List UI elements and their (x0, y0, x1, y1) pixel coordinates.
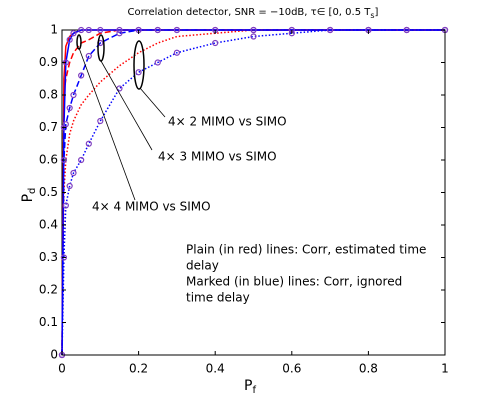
marker (403, 26, 410, 34)
series-line (61, 29, 445, 356)
annotation: 4× 3 MIMO vs SIMO (158, 150, 277, 164)
x-tick-label: 0 (58, 362, 66, 376)
marker (60, 156, 68, 164)
x-label-main: P (244, 378, 252, 394)
marker (78, 156, 85, 164)
y-label-main: P (20, 194, 36, 202)
x-axis-label: Pf (244, 378, 256, 396)
x-label-sub: f (252, 385, 256, 396)
marker (78, 26, 85, 34)
note: time delay (186, 291, 250, 305)
y-tick-label: 0.2 (39, 283, 58, 297)
marker (154, 26, 161, 34)
marker (62, 202, 69, 209)
y-tick-label: 0.1 (39, 315, 58, 329)
annotation-shapes (76, 34, 166, 201)
marker (250, 26, 257, 34)
series-line (61, 29, 445, 356)
title-sub: s (370, 11, 374, 20)
marker (70, 169, 77, 177)
marker (78, 72, 85, 79)
marker (97, 117, 104, 125)
marker (327, 26, 334, 34)
y-tick-label: 0.8 (39, 88, 58, 102)
title-main: Correlation detector, SNR = −10dB, τ∈ [0… (128, 7, 372, 18)
marker (66, 104, 73, 112)
plot-marks (58, 26, 449, 359)
plot-frame (61, 29, 446, 356)
marker (70, 91, 77, 99)
marker (85, 52, 92, 60)
marker (116, 30, 123, 37)
x-tick-label: 0.6 (282, 362, 301, 376)
series-line (61, 29, 445, 356)
y-tick-label: 0 (50, 348, 58, 362)
note: delay (186, 259, 219, 273)
annotation: 4× 2 MIMO vs SIMO (168, 115, 287, 129)
y-tick-label: 1 (50, 23, 58, 37)
series-line (61, 29, 445, 356)
y-tick-label: 0.3 (39, 250, 58, 264)
note: Plain (in red) lines: Corr, estimated ti… (186, 243, 426, 257)
annotation: 4× 4 MIMO vs SIMO (92, 200, 211, 214)
marker (66, 182, 73, 190)
marker (154, 59, 161, 66)
y-tick-label: 0.9 (39, 55, 58, 69)
y-tick-label: 0.5 (39, 185, 58, 199)
pointer-line (100, 60, 153, 151)
marker (97, 26, 104, 34)
marker (212, 39, 219, 47)
ellipse (133, 40, 145, 90)
x-tick-label: 0.2 (129, 362, 148, 376)
pointer-line (78, 47, 136, 201)
chart-title: Correlation detector, SNR = −10dB, τ∈ [0… (128, 7, 379, 20)
y-axis-label: Pd (20, 188, 38, 203)
x-tick-label: 1 (441, 362, 449, 376)
marker (135, 69, 142, 76)
marker (173, 49, 180, 56)
y-tick-label: 0.7 (39, 120, 58, 134)
marker (62, 121, 69, 128)
x-tick-label: 0.4 (206, 362, 225, 376)
marker (116, 26, 123, 34)
ellipse (97, 34, 105, 62)
marker (85, 26, 92, 34)
marker (250, 33, 257, 40)
title-end: ] (375, 7, 379, 18)
series-line (61, 29, 445, 356)
y-tick-label: 0.6 (39, 153, 58, 167)
marker (85, 140, 92, 147)
marker (173, 26, 180, 34)
y-tick-label: 0.4 (39, 218, 58, 232)
marker (60, 254, 68, 261)
marker (66, 36, 73, 43)
note: Marked (in blue) lines: Corr, ignored (186, 275, 402, 289)
x-tick-label: 0.8 (359, 362, 378, 376)
y-label-sub: d (27, 188, 38, 194)
pointer-line (139, 87, 166, 118)
marker (70, 30, 77, 37)
series-line (61, 29, 445, 356)
